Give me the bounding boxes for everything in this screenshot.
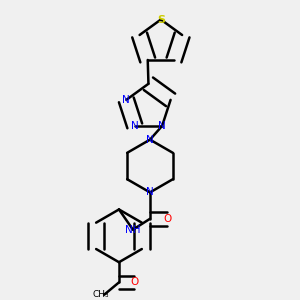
Text: N: N [146,135,154,145]
Text: CH₃: CH₃ [93,290,109,299]
Text: NH: NH [125,225,141,235]
Text: O: O [163,214,171,224]
Text: N: N [131,121,139,131]
Text: N: N [146,188,154,197]
Text: O: O [130,278,139,287]
Text: N: N [158,121,166,131]
Text: N: N [122,95,130,105]
Text: S: S [157,15,165,25]
